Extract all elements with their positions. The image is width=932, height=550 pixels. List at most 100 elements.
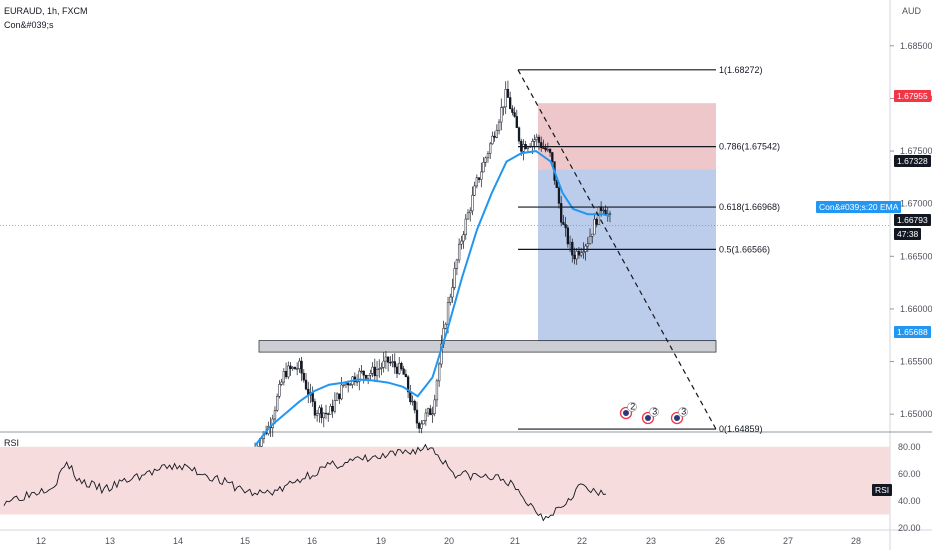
candle-body — [497, 121, 501, 131]
candle — [482, 157, 485, 173]
candle — [398, 357, 401, 376]
candle — [486, 151, 490, 163]
rsi-line — [3, 443, 607, 522]
candle — [315, 409, 319, 422]
candle — [371, 362, 374, 378]
candle — [313, 398, 317, 419]
candle-body — [364, 374, 368, 379]
candle — [464, 214, 467, 240]
candle-body — [544, 147, 547, 151]
candle-body — [409, 391, 412, 403]
candle-body — [486, 153, 490, 159]
candle-body — [358, 370, 361, 382]
y-tick-label: 1.67500 — [900, 146, 932, 156]
event-count: 2 — [630, 402, 635, 412]
candle — [595, 217, 598, 228]
candle-body — [426, 408, 430, 414]
candle-body — [557, 187, 561, 204]
candle-body — [526, 146, 530, 150]
event-flag-icon: 2 — [619, 402, 637, 420]
price-tag-current: 1.66793 — [894, 214, 931, 226]
candle-body — [471, 194, 474, 212]
candle — [402, 365, 405, 375]
candle — [560, 195, 563, 227]
candle — [497, 119, 501, 135]
candle-body — [571, 241, 574, 256]
candle-body — [389, 362, 392, 364]
candle-body — [391, 361, 394, 363]
candle — [409, 384, 412, 405]
x-tick-label: 27 — [783, 536, 793, 546]
candle-body — [460, 240, 463, 245]
candle-body — [493, 135, 496, 138]
candle-body — [484, 157, 487, 163]
candle-body — [331, 406, 334, 412]
candle-body — [375, 369, 379, 377]
candle-body — [446, 302, 450, 325]
candle — [557, 183, 561, 209]
candle-body — [313, 401, 317, 416]
candle — [513, 106, 516, 118]
candle — [455, 258, 459, 276]
candle-body — [515, 116, 518, 128]
candle — [360, 364, 363, 374]
event-count-badge — [678, 407, 688, 417]
candle — [304, 373, 308, 391]
candle-body — [506, 89, 510, 98]
candles — [253, 80, 612, 454]
candle-body — [517, 127, 521, 142]
candle — [280, 378, 283, 386]
candle-body — [500, 107, 503, 123]
candle — [353, 372, 356, 386]
candle-body — [586, 243, 589, 247]
y-tick-label: 1.67000 — [900, 199, 932, 209]
candle — [349, 383, 352, 386]
candle — [351, 376, 354, 389]
candle-body — [378, 368, 381, 370]
candle — [477, 177, 481, 183]
candle — [495, 124, 498, 139]
candle-body — [406, 376, 410, 393]
candle-body — [531, 141, 534, 147]
candle-body — [564, 224, 567, 229]
candle — [395, 363, 399, 378]
candle-body — [342, 384, 345, 386]
x-tick-label: 22 — [577, 536, 587, 546]
candle-body — [322, 412, 325, 419]
candle — [540, 136, 543, 152]
candle-body — [464, 218, 467, 236]
candle-body — [591, 233, 594, 237]
x-tick-label: 23 — [646, 536, 656, 546]
candle-body — [329, 406, 332, 415]
candle — [591, 233, 594, 244]
candle-body — [395, 366, 399, 374]
candle — [278, 380, 281, 399]
candle-body — [602, 209, 605, 212]
candle-body — [593, 219, 596, 235]
candle — [284, 362, 288, 380]
candle-body — [291, 367, 294, 369]
candle-body — [384, 356, 388, 362]
candle-body — [280, 381, 283, 385]
candle-body — [311, 392, 314, 402]
candle — [327, 412, 330, 422]
candle-body — [373, 366, 376, 377]
candle-body — [540, 142, 543, 149]
candle — [302, 369, 305, 383]
candle — [287, 361, 290, 380]
candle-body — [475, 177, 479, 187]
rsi-tag: RSI — [872, 484, 893, 496]
candle — [331, 399, 334, 418]
candle — [375, 360, 379, 383]
fib-level-label: 0.618(1.66968) — [719, 202, 780, 212]
candle-body — [608, 213, 612, 215]
rsi-tick-label: 40.00 — [898, 496, 921, 506]
candle — [429, 404, 432, 416]
candle — [433, 394, 436, 417]
y-tick-label: 1.66000 — [900, 304, 932, 314]
candle — [571, 238, 574, 263]
price-tag-mid-zone: 1.67328 — [894, 155, 931, 167]
candle — [296, 362, 299, 376]
candle-body — [449, 296, 452, 303]
